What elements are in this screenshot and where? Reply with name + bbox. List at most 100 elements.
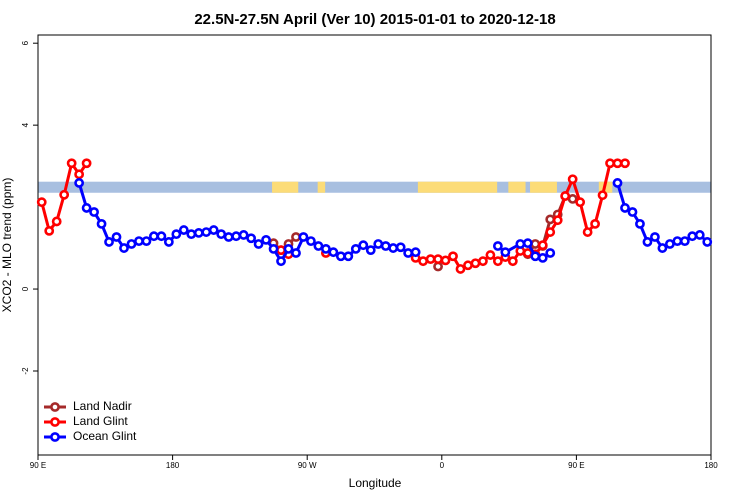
data-point <box>492 256 503 267</box>
land-segment <box>417 181 498 193</box>
data-point <box>193 228 204 238</box>
data-point <box>552 215 563 226</box>
data-point <box>373 239 384 249</box>
data-point <box>89 207 99 217</box>
data-point <box>223 232 234 242</box>
data-point <box>500 247 511 258</box>
y-tick-label: 6 <box>21 40 30 45</box>
data-point <box>268 243 279 254</box>
y-axis-label: XCO2 - MLO trend (ppm) <box>0 178 14 313</box>
x-tick-label: 180 <box>166 461 180 470</box>
data-point <box>403 248 414 258</box>
data-point <box>313 241 324 251</box>
data-point <box>253 239 264 249</box>
data-point <box>365 245 376 256</box>
data-point <box>350 243 361 254</box>
data-point <box>238 230 249 240</box>
data-point <box>358 240 369 251</box>
data-point <box>186 229 197 240</box>
data-point <box>51 216 62 227</box>
data-point <box>276 256 286 267</box>
data-point <box>485 250 496 260</box>
x-tick-label: 180 <box>704 461 718 470</box>
data-point <box>590 218 600 229</box>
data-point <box>395 242 406 253</box>
legend-marker <box>50 432 60 442</box>
data-point <box>575 197 586 208</box>
data-point <box>507 256 518 267</box>
x-tick-label: 90 E <box>30 461 46 470</box>
land-segment <box>317 181 326 193</box>
data-point <box>635 218 645 229</box>
data-point <box>298 232 309 242</box>
data-point <box>650 232 660 242</box>
data-point <box>657 243 668 253</box>
data-point <box>425 254 436 265</box>
data-point <box>178 225 189 235</box>
x-tick-label: 90 E <box>568 461 584 470</box>
data-point <box>261 234 271 245</box>
data-point <box>410 247 421 258</box>
data-point <box>163 237 174 247</box>
data-point <box>492 241 503 251</box>
data-point <box>702 237 713 247</box>
data-point <box>171 229 182 240</box>
data-point <box>433 254 443 265</box>
data-point <box>328 247 339 258</box>
data-point <box>418 256 429 267</box>
data-point <box>283 243 294 254</box>
data-point <box>597 190 608 201</box>
data-point <box>156 231 167 242</box>
data-point <box>104 237 114 247</box>
data-point <box>335 251 346 262</box>
data-point <box>530 239 541 249</box>
data-point <box>36 197 47 208</box>
data-point <box>627 207 638 217</box>
data-point <box>96 218 107 229</box>
data-point <box>306 236 316 247</box>
data-point <box>620 203 630 213</box>
data-point <box>246 233 257 244</box>
data-point <box>478 256 488 267</box>
data-point <box>545 248 556 258</box>
data-point <box>201 227 212 237</box>
data-point <box>463 260 473 271</box>
x-axis-label: Longitude <box>349 476 402 490</box>
data-point <box>66 158 77 169</box>
data-point <box>612 178 623 188</box>
data-point <box>664 239 675 249</box>
data-point <box>231 231 242 242</box>
data-point <box>679 236 690 247</box>
data-point <box>694 230 705 240</box>
data-point <box>642 237 653 247</box>
land-segment <box>530 181 557 193</box>
data-point <box>74 178 85 188</box>
data-point <box>44 225 55 236</box>
data-point <box>216 229 227 240</box>
data-point <box>612 158 623 169</box>
data-point <box>59 189 70 200</box>
land-segment <box>272 181 299 193</box>
data-point <box>134 236 144 247</box>
data-point <box>605 158 615 169</box>
data-point <box>208 225 219 235</box>
data-point <box>545 227 556 237</box>
x-tick-label: 0 <box>440 461 445 470</box>
legend-label: Land Nadir <box>73 399 132 413</box>
data-point <box>522 238 533 249</box>
data-point <box>388 243 399 253</box>
data-point <box>343 251 354 262</box>
data-point <box>81 203 92 213</box>
data-point <box>149 231 159 242</box>
data-point <box>545 214 556 225</box>
data-point <box>126 239 137 249</box>
legend-marker <box>50 417 60 427</box>
data-point <box>567 194 578 204</box>
x-tick-label: 90 W <box>298 461 317 470</box>
data-point <box>537 253 548 263</box>
legend-label: Ocean Glint <box>73 429 137 443</box>
data-point <box>470 258 481 269</box>
data-point <box>74 169 85 180</box>
